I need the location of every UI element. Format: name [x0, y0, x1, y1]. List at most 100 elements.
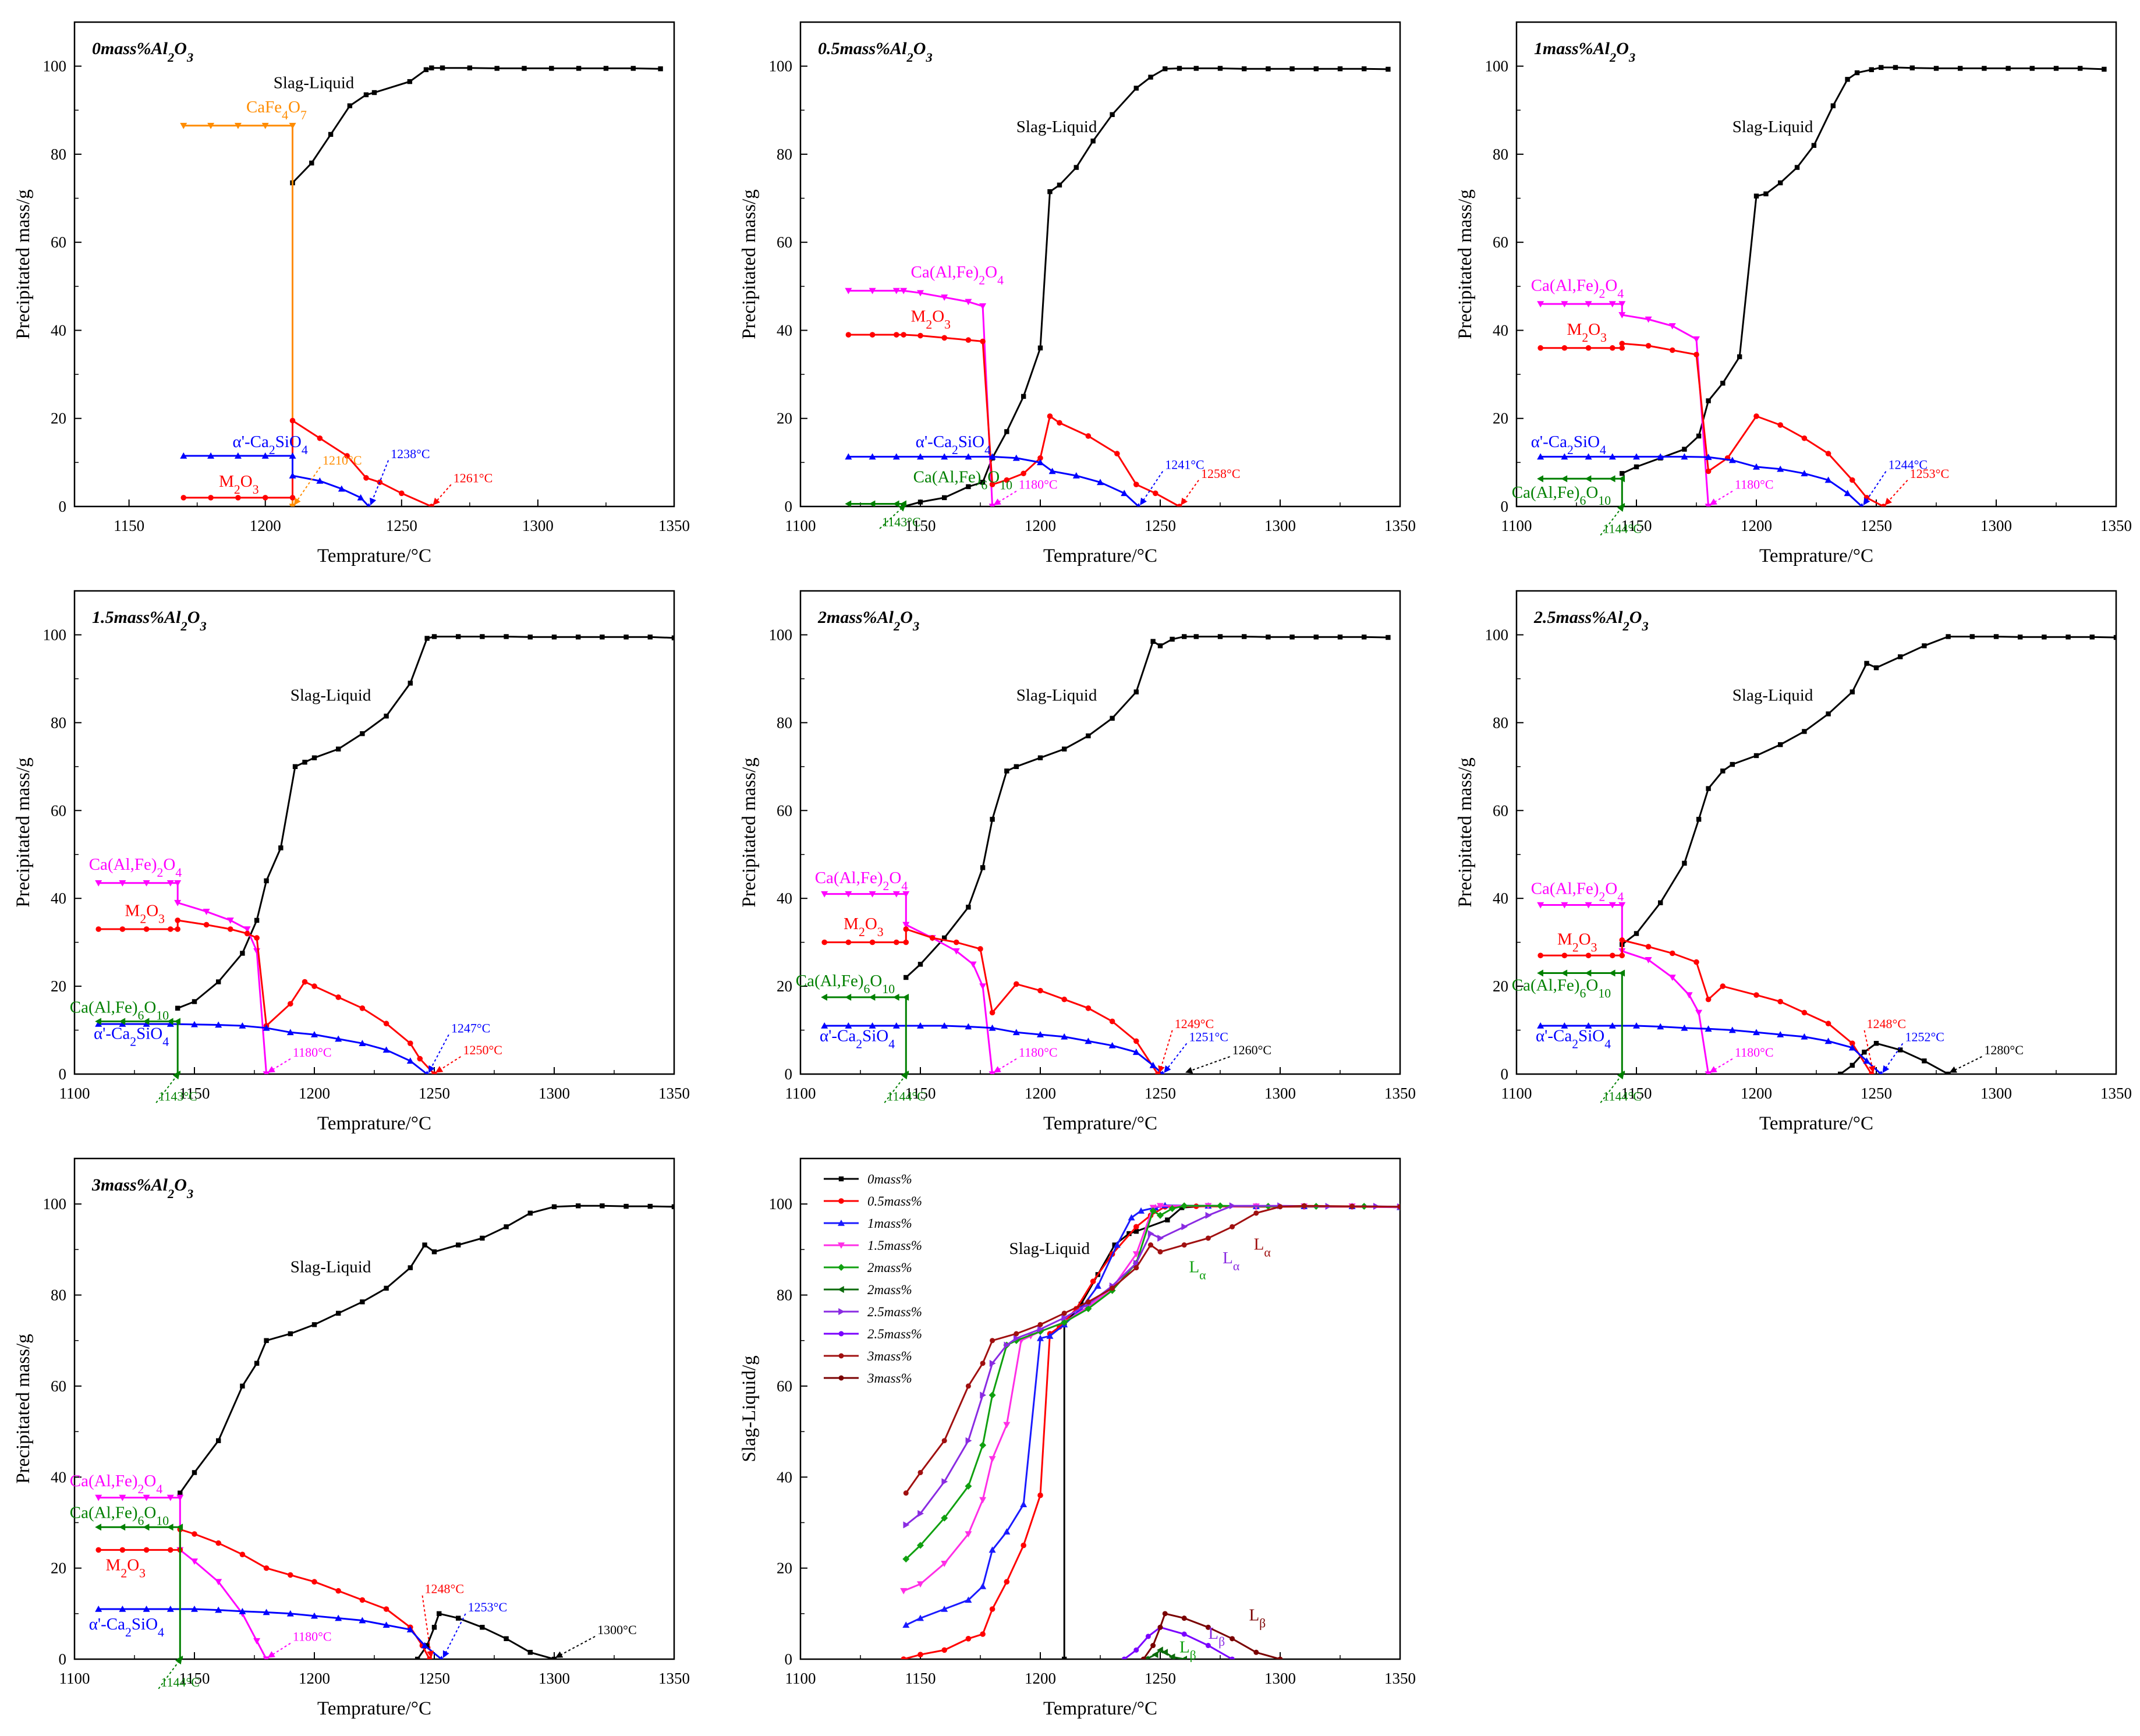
phase-label: α'-Ca2SiO4 [233, 433, 308, 457]
y-tick-label: 60 [51, 1377, 66, 1395]
phase-label: α'-Ca2SiO4 [1531, 433, 1606, 457]
data-point [1753, 1029, 1760, 1036]
annotation-arrow [993, 490, 1017, 505]
data-point [2065, 635, 2071, 640]
x-axis-label: Temprature/°C [317, 545, 431, 566]
data-point [671, 635, 674, 640]
x-tick-label: 1350 [2100, 517, 2132, 534]
annotation-arrow [1863, 471, 1887, 505]
data-point [286, 1610, 294, 1617]
data-point [431, 634, 437, 639]
data-point [360, 1299, 365, 1305]
data-point [215, 1579, 222, 1586]
temperature-annotation: 1252°C [1905, 1029, 1944, 1044]
data-point [504, 1224, 509, 1230]
data-point [1561, 1022, 1568, 1029]
data-point [1121, 1656, 1127, 1659]
data-point [335, 1035, 342, 1042]
temperature-annotation: 1260°C [1232, 1043, 1271, 1057]
x-axis-label: Temprature/°C [1759, 1113, 1873, 1134]
data-point [1561, 952, 1568, 959]
annotation-arrow [1140, 471, 1164, 505]
data-point [1020, 1501, 1028, 1507]
data-point [1193, 66, 1199, 71]
data-point [1090, 1278, 1096, 1284]
temperature-annotation: 1249°C [1175, 1016, 1214, 1031]
data-point [431, 1625, 437, 1630]
y-axis-label: Precipitated mass/g [13, 1334, 34, 1484]
data-point [1313, 66, 1319, 72]
data-point [1850, 1040, 1855, 1046]
data-point [1645, 343, 1652, 349]
data-point [821, 1022, 828, 1029]
data-point [1109, 1018, 1115, 1025]
data-point [1922, 1058, 1927, 1064]
x-tick-label: 1150 [1621, 517, 1652, 534]
data-point [902, 1621, 910, 1628]
data-point [845, 453, 852, 460]
data-point [175, 1005, 180, 1011]
data-point [1993, 634, 1999, 639]
data-point [119, 1020, 126, 1027]
data-point [623, 635, 629, 640]
data-point [1657, 1023, 1664, 1030]
plot-frame [73, 590, 675, 1075]
data-point [335, 1614, 342, 1621]
y-tick-label: 80 [51, 146, 66, 163]
data-point [603, 66, 609, 71]
data-point [1633, 453, 1640, 460]
data-point [900, 1588, 908, 1595]
data-point [371, 90, 377, 95]
data-point [1618, 902, 1626, 909]
x-tick-label: 1150 [1621, 1085, 1652, 1102]
data-point [1778, 742, 1783, 747]
annotation-arrow [433, 484, 452, 505]
data-point [143, 880, 150, 887]
y-tick-label: 0 [59, 1065, 67, 1083]
y-tick-label: 100 [769, 626, 793, 643]
data-point [311, 1322, 317, 1327]
chart-panel-1: 0mass%Al2O3 1150 1200 1250 1300 1350 0 20 40 60 80… [13, 21, 690, 566]
data-point [845, 993, 852, 1001]
temperature-annotation: 1241°C [1165, 458, 1204, 472]
series-line [1540, 477, 1623, 506]
data-point [1148, 75, 1153, 80]
data-point [143, 1524, 150, 1531]
temperature-annotation: 1180°C [1019, 477, 1058, 492]
data-point [1958, 66, 1963, 71]
series-line [1621, 66, 2104, 474]
legend: 0mass% 0.5mass% 1mass% 1.5mass% 2mass% 2mass%… [824, 1172, 922, 1386]
data-point [384, 1285, 389, 1291]
data-point [1097, 479, 1104, 486]
data-point [1217, 634, 1223, 639]
temperature-annotation: 1144°C [161, 1675, 200, 1689]
data-point [1922, 643, 1927, 649]
data-point [1386, 66, 1391, 72]
data-point [1047, 189, 1053, 194]
data-point [1737, 354, 1742, 360]
annotation-arrow [267, 1642, 291, 1658]
data-point [1157, 1646, 1163, 1654]
data-point [1037, 987, 1043, 994]
data-point [421, 1642, 428, 1649]
data-point [917, 1510, 924, 1517]
series-group [900, 1202, 1400, 1659]
legend-marker [838, 1220, 845, 1226]
data-point [1362, 635, 1367, 640]
data-point [1386, 635, 1391, 640]
data-point [869, 1022, 876, 1029]
data-point [1149, 1061, 1157, 1068]
y-tick-label: 0 [785, 498, 793, 515]
data-point [1753, 193, 1759, 199]
data-point [952, 948, 960, 955]
x-tick-label: 1100 [59, 1670, 90, 1687]
data-point [941, 1561, 948, 1567]
y-tick-label: 40 [51, 890, 66, 907]
x-tick-label: 1250 [1145, 1085, 1176, 1102]
series-line [1540, 1025, 1882, 1074]
data-point [845, 500, 852, 506]
series-line [1621, 636, 2116, 945]
data-point [311, 983, 317, 989]
y-tick-label: 80 [51, 714, 66, 731]
data-point [254, 935, 260, 941]
